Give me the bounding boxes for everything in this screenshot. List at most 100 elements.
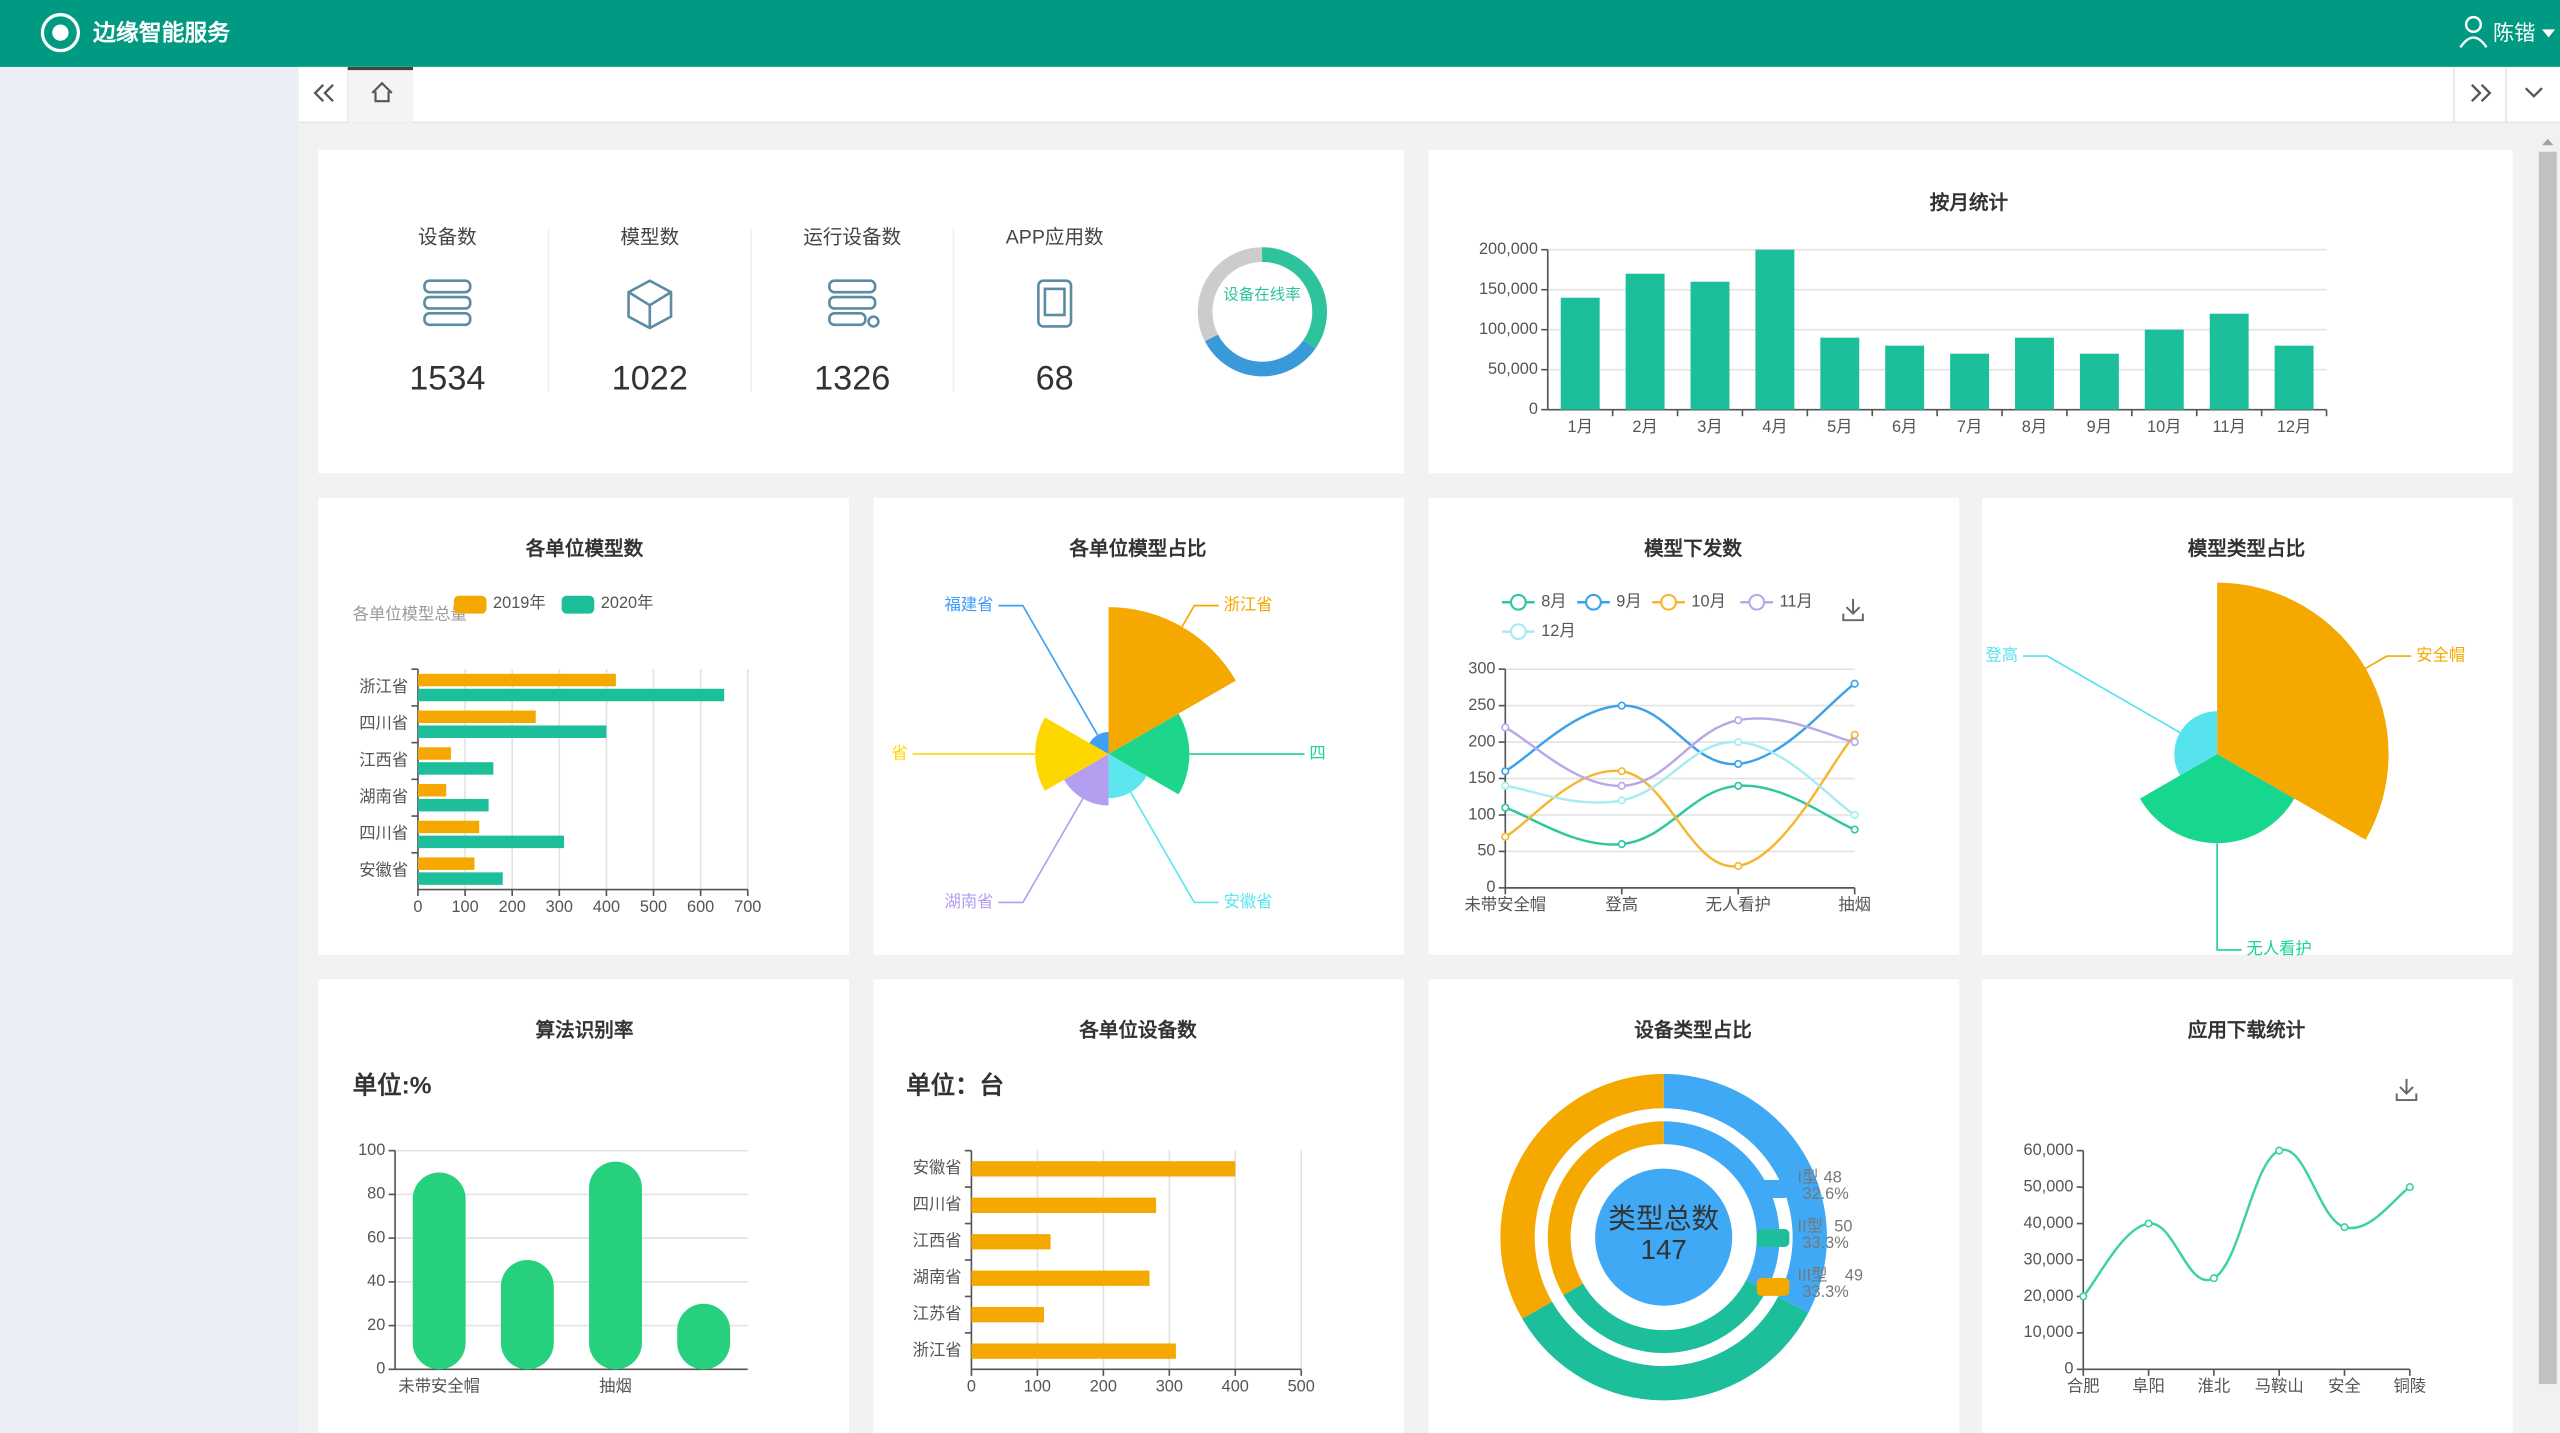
bar [417, 820, 480, 834]
bar [677, 1303, 731, 1370]
legend-item[interactable]: 9月 [1577, 593, 1642, 611]
x-tick-label: 200 [1090, 1378, 1117, 1396]
scrollbar-thumb[interactable] [2538, 151, 2557, 1385]
bar [1755, 249, 1795, 410]
point [2405, 1183, 2414, 1192]
tab-scroll-left[interactable] [313, 84, 334, 102]
x-tick-label: 2月 [1632, 418, 1657, 436]
chart-subtitle: 单位:% [353, 1070, 432, 1099]
download-button[interactable] [1842, 598, 1864, 622]
point [1734, 781, 1743, 790]
x-tick-label: 1月 [1568, 418, 1593, 436]
double-right-arrow [2471, 84, 2492, 102]
y-tick-label: 湖南省 [913, 1269, 962, 1287]
rose-sector [2217, 582, 2389, 840]
y-tick-label: 150 [1468, 769, 1495, 787]
ring-segment [1663, 1073, 1827, 1313]
legend-label: 8月 [1541, 593, 1566, 611]
legend-item[interactable]: 2019年 [453, 594, 546, 614]
bar [971, 1270, 1150, 1286]
home-tab[interactable] [347, 66, 414, 123]
tab-bar [298, 66, 2560, 123]
point [2275, 1146, 2284, 1155]
point [1501, 767, 1510, 776]
chart-title: 按月统计 [1930, 191, 2009, 214]
stats: 设备数 模型数 运行设备数 APP应用数 1534 1022 1326 68 [409, 226, 1327, 397]
bar [417, 747, 451, 760]
download-button[interactable] [2395, 1078, 2418, 1102]
ring-segment [1500, 1073, 1664, 1319]
sector-label: 安全帽 [2416, 646, 2465, 664]
x-tick-label: 0 [967, 1378, 976, 1396]
y-tick-label: 安徽省 [913, 1159, 962, 1177]
bar [2079, 353, 2119, 410]
ring-segment [1563, 1280, 1767, 1354]
line [1504, 733, 1856, 868]
app-title: 边缘智能服务 [93, 19, 230, 45]
y-tick-label: 60,000 [2024, 1141, 2074, 1159]
bar [1690, 281, 1730, 410]
sector-label: 无人看护 [2247, 940, 2312, 958]
bar [417, 725, 607, 738]
y-tick-label: 250 [1468, 696, 1495, 714]
stat-value: 1534 [409, 359, 485, 397]
sector-label: 湖南省 [945, 893, 994, 911]
online-gauge: 设备在线率 [1197, 247, 1327, 377]
tab-scroll-right[interactable] [2471, 84, 2492, 102]
bar [417, 835, 565, 849]
legend-label: 2019年 [493, 594, 546, 612]
icon-part [828, 312, 867, 327]
rose-sector [2174, 711, 2218, 776]
user-menu[interactable]: 陈锴 [2459, 15, 2556, 49]
top-bar [0, 0, 2560, 67]
legend-marker [1660, 593, 1677, 611]
legend-item[interactable]: 12月 [1502, 622, 1576, 641]
chart-title: 各单位设备数 [1078, 1019, 1197, 1042]
bar [1820, 337, 1860, 410]
label-line [998, 604, 1099, 736]
y-tick-label: 100,000 [1479, 320, 1538, 338]
scrollbar-up[interactable] [2542, 138, 2554, 146]
point [1617, 781, 1626, 790]
legend-percent: 32.6% [1802, 1185, 1848, 1203]
ring-segment [1522, 1296, 1809, 1401]
x-tick-label: 4月 [1762, 418, 1787, 436]
legend-item[interactable]: 11月 [1740, 593, 1813, 611]
center-disc [1595, 1168, 1733, 1306]
label-line [1181, 604, 1219, 628]
ring-segment [1663, 1121, 1780, 1291]
bar [2015, 337, 2054, 410]
bar [500, 1259, 554, 1370]
tab-menu[interactable] [2524, 87, 2543, 98]
logo[interactable] [40, 13, 80, 53]
point [1850, 737, 1859, 747]
y-tick-label: 0 [1486, 878, 1495, 896]
x-tick-label: 未带安全帽 [398, 1378, 480, 1396]
legend-label: 9月 [1616, 593, 1641, 611]
bar [417, 857, 475, 870]
legend-swatch [453, 595, 487, 614]
home-tab-bg [347, 66, 414, 123]
legend-swatch [1756, 1277, 1790, 1296]
icon-part [867, 315, 880, 328]
bar [1885, 345, 1925, 410]
legend-item[interactable]: 2020年 [561, 594, 654, 614]
x-tick-label: 300 [546, 898, 573, 916]
legend-item[interactable]: 8月 [1502, 593, 1567, 611]
legend-swatch [561, 595, 595, 614]
bar [417, 762, 494, 775]
y-tick-label: 200 [1468, 732, 1495, 750]
y-tick-label: 0 [1529, 400, 1538, 418]
legend-label: II型 [1798, 1218, 1823, 1236]
x-tick-label: 600 [687, 898, 714, 916]
x-tick-label: 安全 [2328, 1378, 2361, 1396]
logo-core [52, 24, 69, 41]
x-tick-label: 抽烟 [599, 1378, 632, 1396]
device-icon [423, 279, 472, 327]
legend-item[interactable]: 10月 [1652, 593, 1726, 611]
x-tick-label: 12月 [2277, 418, 2311, 436]
stat-value: 68 [1036, 359, 1074, 397]
